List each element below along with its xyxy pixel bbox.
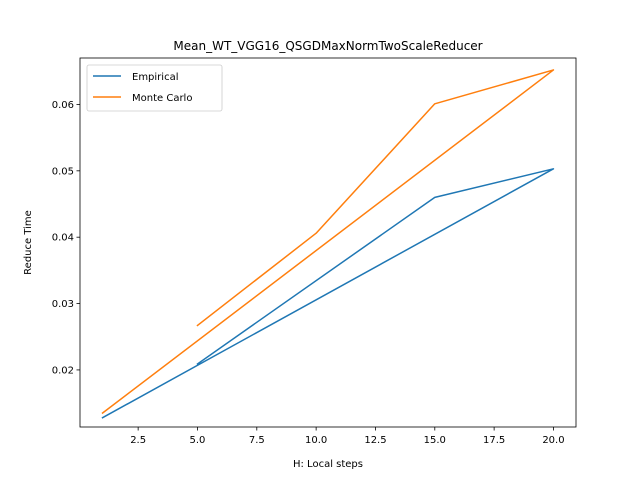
x-axis-label: H: Local steps <box>293 459 363 470</box>
x-tick-label: 12.5 <box>364 435 386 446</box>
x-tick-label: 7.5 <box>249 435 265 446</box>
y-tick-label: 0.03 <box>52 299 74 310</box>
y-tick-label: 0.04 <box>52 233 74 244</box>
x-tick-label: 20.0 <box>542 435 564 446</box>
x-tick-label: 15.0 <box>424 435 446 446</box>
x-tick-label: 2.5 <box>130 435 146 446</box>
y-tick-label: 0.06 <box>52 100 74 111</box>
y-tick-label: 0.05 <box>52 166 74 177</box>
x-tick-label: 5.0 <box>190 435 206 446</box>
series-line-0 <box>101 168 555 419</box>
legend-label-empirical: Empirical <box>132 72 178 83</box>
x-tick-label: 10.0 <box>305 435 327 446</box>
series-line-1 <box>101 69 555 415</box>
x-tick-label: 17.5 <box>483 435 505 446</box>
chart-title: Mean_WT_VGG16_QSGDMaxNormTwoScaleReducer <box>173 39 482 53</box>
plot-area <box>79 57 577 428</box>
y-axis-label: Reduce Time <box>23 210 34 275</box>
legend-label-monte-carlo: Monte Carlo <box>132 93 192 104</box>
y-axis-ticks: 0.02 0.03 0.04 0.05 0.06 <box>52 100 80 376</box>
legend: Empirical Monte Carlo <box>86 64 223 112</box>
y-tick-label: 0.02 <box>52 365 74 376</box>
series-layer <box>101 69 555 419</box>
x-axis-ticks: 2.5 5.0 7.5 10.0 12.5 15.0 17.5 20.0 <box>130 427 565 446</box>
